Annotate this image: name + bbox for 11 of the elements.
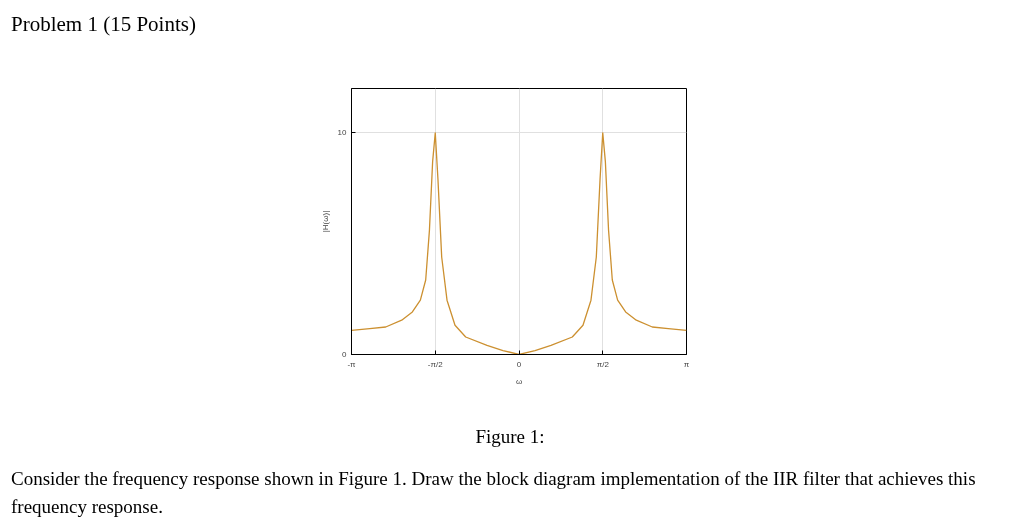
caption: Figure 1: xyxy=(475,425,545,449)
y-tick-label: 10 xyxy=(337,128,348,138)
x-tick-label: -π xyxy=(347,359,357,369)
text: Problem 1 (15 Points) xyxy=(11,11,196,38)
x-tick-label: π xyxy=(683,359,690,369)
y-axis-title: |H(ω)| xyxy=(320,210,330,233)
x-axis-title: ω xyxy=(515,376,523,386)
x-tick-label: 0 xyxy=(516,359,522,369)
text: Consider the frequency response shown in Figure 1. Draw the block diagram implementation of the IIR filter that achieves this frequency response. xyxy=(11,467,977,518)
x-tick-label: -π/2 xyxy=(427,359,444,369)
x-tick-label: π/2 xyxy=(596,359,610,369)
